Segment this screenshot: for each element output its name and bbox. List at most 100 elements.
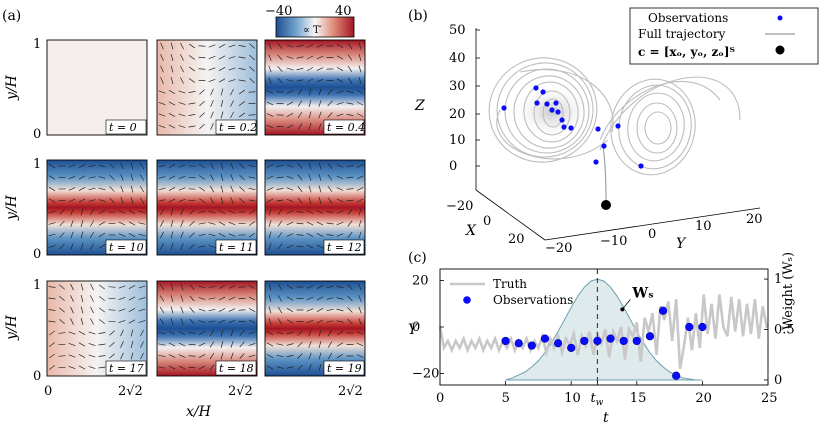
snapshot-panel: t = 19 (265, 281, 365, 376)
x-tick-label: tw (590, 391, 603, 408)
x-tick-label: 20 (695, 391, 712, 406)
observation-point (607, 335, 615, 343)
observation-point (699, 323, 707, 331)
x-tick-label: 25 (761, 391, 778, 406)
observation-point-3d (601, 143, 606, 148)
z-tick-label: 20 (449, 107, 466, 122)
panel-a-ylabel-row2: y/H (4, 194, 20, 221)
y-tick-label: −20 (412, 366, 439, 381)
y-tick-10: 10 (695, 219, 712, 234)
legend-observations-label: Observations (493, 293, 573, 307)
x-tick-label: 0 (436, 391, 444, 406)
time-label: t = 17 (109, 362, 144, 375)
time-label: t = 18 (219, 362, 254, 375)
panel-b-label: (b) (408, 8, 428, 24)
panel-b-legend: Observations Full trajectory c = [xₒ, yₒ… (630, 8, 818, 64)
observation-point-3d (549, 107, 554, 112)
observation-point (594, 337, 602, 345)
panel-a-ytick-0-row1: 0 (33, 127, 41, 142)
time-label: t = 0.2 (219, 121, 257, 134)
observation-point-3d (534, 100, 539, 105)
panel-a-ylabel-row1: y/H (4, 74, 20, 101)
observation-point (672, 372, 680, 380)
snapshot-panel: t = 17 (47, 281, 147, 376)
y2-tick-label: 1 (774, 272, 782, 287)
time-label: t = 11 (219, 241, 254, 254)
x-tick-neg20: −20 (446, 199, 473, 214)
y-tick-neg10: −10 (600, 234, 627, 249)
panel-a-ytick-1-row1: 1 (33, 37, 41, 52)
panel-a-ytick-1-row2: 1 (33, 157, 41, 172)
x-tick-label: 5 (502, 391, 510, 406)
time-label: t = 0.4 (327, 121, 365, 134)
snapshot-panel: t = 11 (157, 160, 257, 255)
legend-initial-marker (776, 46, 785, 55)
chart-xlabel: t (603, 410, 609, 426)
snapshot-panel: t = 12 (265, 160, 365, 255)
z-axis-label: Z (414, 98, 425, 114)
observation-point (515, 339, 523, 347)
observation-point-3d (615, 123, 620, 128)
observation-point (502, 337, 510, 345)
panel-a-xlabel: x/H (186, 404, 212, 420)
y2-tick-label: 0.5 (774, 323, 795, 338)
z-tick-label: 0 (449, 159, 457, 174)
observation-point (541, 335, 549, 343)
colorbar-caption: ∝ T′ (303, 25, 323, 36)
legend-observations-marker (778, 16, 783, 21)
legend-truth-label: Truth (493, 277, 527, 291)
panel-a-ytick-0-row3: 0 (33, 369, 41, 384)
z-tick-label: 40 (449, 51, 466, 66)
panel-a-xtick-2sqrt2-col3: 2√2 (338, 384, 363, 399)
observation-point (685, 323, 693, 331)
x-tick-label: 15 (630, 391, 647, 406)
x-tick-20: 20 (508, 232, 525, 247)
y-tick-label: 20 (412, 274, 429, 289)
snapshot-panel: t = 0.4 (265, 40, 365, 135)
legend-observations-label: Observations (648, 11, 728, 25)
observation-point-3d (561, 124, 566, 129)
z-tick-label: 30 (449, 79, 466, 94)
time-label: t = 10 (109, 241, 144, 254)
weight-annotation-label: Wₛ (631, 285, 653, 301)
observation-point (633, 337, 641, 345)
y-tick-neg20: −20 (545, 241, 572, 256)
observation-point-3d (595, 126, 600, 131)
snapshot-panel: t = 0.2 (157, 40, 257, 135)
panel-a-xtick-2sqrt2-col1: 2√2 (118, 384, 143, 399)
snapshot-panel: t = 0 (47, 40, 147, 135)
observation-point-3d (555, 109, 560, 114)
panel-a-label: (a) (2, 8, 21, 24)
chart-y2label: Weight (Wₛ) (781, 252, 796, 330)
observation-point-3d (568, 125, 573, 130)
time-label: t = 19 (327, 362, 362, 375)
y-tick-0: 0 (648, 227, 656, 242)
y-axis-label: Y (676, 236, 687, 252)
y2-tick-label: 0 (774, 373, 782, 388)
initial-condition-marker (601, 200, 611, 210)
observation-point (581, 337, 589, 345)
snapshot-panel: t = 10 (47, 160, 147, 255)
x-axis-label: X (465, 223, 477, 239)
observation-point (659, 307, 667, 315)
colorbar: −40 40 ∝ T′ (265, 4, 354, 37)
legend-initial-label: c = [xₒ, yₒ, zₒ]ᵀ (638, 45, 735, 59)
observation-point (646, 332, 654, 340)
x-tick-0: 0 (483, 214, 491, 229)
observation-point (620, 337, 628, 345)
snapshot-grid: t = 0 t = 0.2 t = 0.4 t = 10 t = 11 t = 12 t =… (47, 40, 365, 376)
time-label: t = 0 (109, 121, 137, 134)
observation-point (554, 339, 562, 347)
time-label: t = 12 (327, 241, 362, 254)
z-tick-label: 10 (449, 133, 466, 148)
x-tick-label: 10 (564, 391, 581, 406)
panel-a-xtick-2sqrt2-col2: 2√2 (228, 384, 253, 399)
observation-point-3d (540, 89, 545, 94)
observation-point-3d (544, 101, 549, 106)
observation-point-3d (533, 85, 538, 90)
panel-a-ytick-0-row2: 0 (33, 247, 41, 262)
